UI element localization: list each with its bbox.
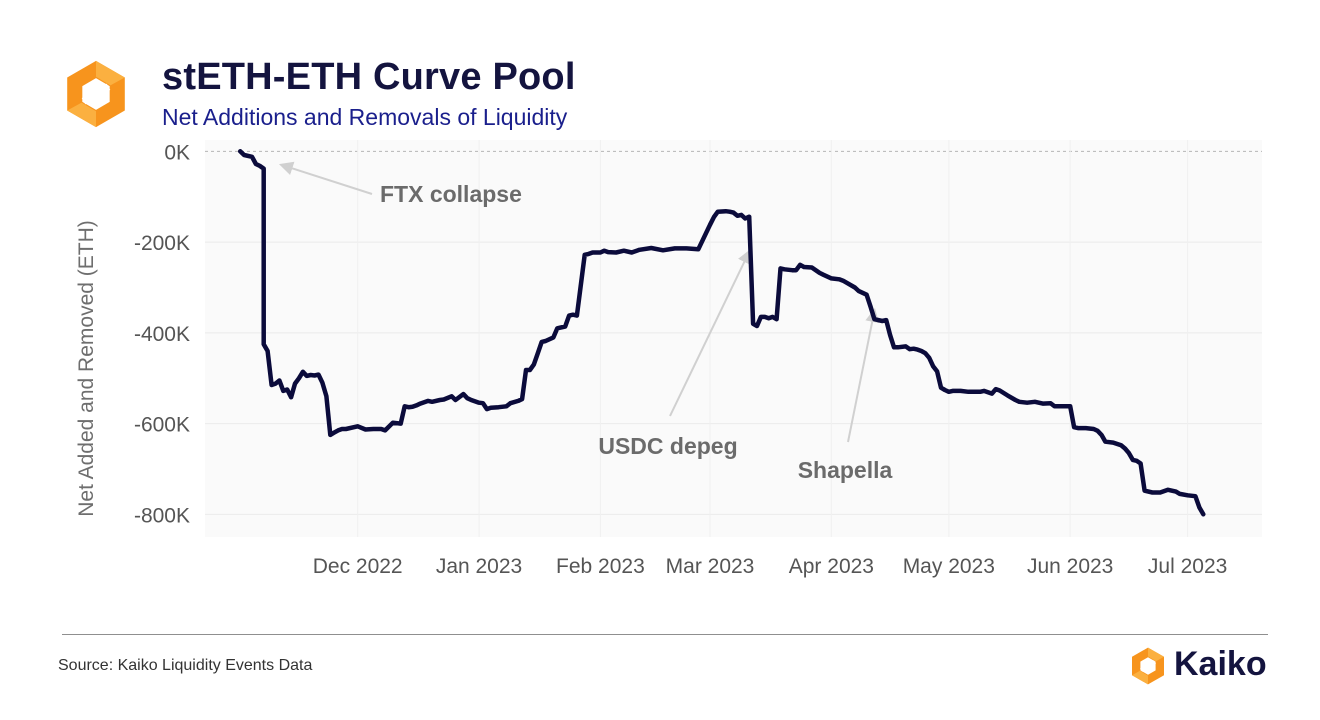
line-chart: 0K -200K -400K -600K -800K Dec 2022 Jan 2023 Fe… [75,140,1262,578]
chart-title: stETH-ETH Curve Pool [162,56,576,98]
annotations: FTX collapse USDC depeg Shapella [278,161,893,483]
kaiko-hexagon-icon [67,60,125,128]
chart-header: stETH-ETH Curve Pool Net Additions and R… [60,52,960,142]
x-tick-label: Dec 2022 [313,555,403,578]
annotation-label: USDC depeg [598,433,737,459]
x-tick-label: Jun 2023 [1027,555,1113,578]
x-tick-label: Mar 2023 [666,555,755,578]
grid-lines [205,140,1262,537]
series-layer [237,149,1206,517]
y-tick-label: -400K [134,323,190,346]
source-note: Source: Kaiko Liquidity Events Data [58,657,313,674]
kaiko-hexagon-icon [1132,647,1164,685]
axes: 0K -200K -400K -600K -800K Dec 2022 Jan 2023 Fe… [75,141,1227,578]
plot-background [205,140,1262,537]
annotation-arrow [669,249,751,417]
annotation-arrow [278,161,373,195]
y-tick-label: -800K [134,504,190,527]
annotation-label: FTX collapse [380,181,522,207]
brand-name: Kaiko [1174,645,1267,683]
footer-divider [62,634,1268,635]
y-tick-label: 0K [164,141,190,164]
y-tick-label: -600K [134,414,190,437]
x-tick-label: Jan 2023 [436,555,522,578]
x-tick-label: Jul 2023 [1148,555,1227,578]
x-tick-label: Feb 2023 [556,555,645,578]
brand-logo: Kaiko [1128,643,1278,689]
chart-subtitle: Net Additions and Removals of Liquidity [162,104,568,130]
annotation-arrow [847,308,880,443]
x-tick-label: May 2023 [903,555,995,578]
series-line [237,149,1206,517]
x-tick-label: Apr 2023 [789,555,874,578]
y-axis-label: Net Added and Removed (ETH) [75,220,98,516]
y-tick-label: -200K [134,232,190,255]
annotation-label: Shapella [798,457,893,483]
